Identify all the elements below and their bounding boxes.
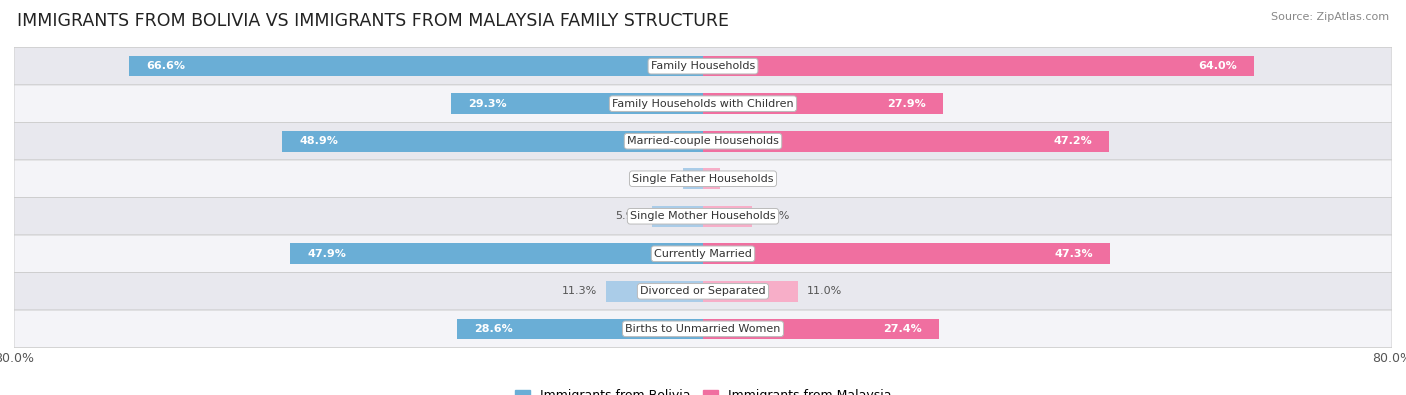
Bar: [281, 131, 703, 152]
Text: 11.3%: 11.3%: [562, 286, 598, 296]
Bar: [652, 206, 703, 227]
Bar: [703, 56, 1254, 77]
Text: Currently Married: Currently Married: [654, 249, 752, 259]
FancyBboxPatch shape: [14, 122, 1392, 160]
Text: Source: ZipAtlas.com: Source: ZipAtlas.com: [1271, 12, 1389, 22]
Text: 47.3%: 47.3%: [1054, 249, 1092, 259]
Text: 66.6%: 66.6%: [146, 61, 186, 71]
FancyBboxPatch shape: [14, 160, 1392, 198]
Text: Married-couple Households: Married-couple Households: [627, 136, 779, 146]
Text: Single Mother Households: Single Mother Households: [630, 211, 776, 221]
FancyBboxPatch shape: [14, 310, 1392, 348]
FancyBboxPatch shape: [14, 273, 1392, 310]
Text: 27.4%: 27.4%: [883, 324, 922, 334]
Text: Divorced or Separated: Divorced or Separated: [640, 286, 766, 296]
Bar: [703, 243, 1111, 264]
Text: 48.9%: 48.9%: [299, 136, 337, 146]
Text: 5.7%: 5.7%: [761, 211, 789, 221]
Text: 2.0%: 2.0%: [728, 174, 758, 184]
Bar: [451, 93, 703, 114]
Bar: [703, 206, 752, 227]
Bar: [703, 168, 720, 189]
Text: IMMIGRANTS FROM BOLIVIA VS IMMIGRANTS FROM MALAYSIA FAMILY STRUCTURE: IMMIGRANTS FROM BOLIVIA VS IMMIGRANTS FR…: [17, 12, 728, 30]
Text: 47.2%: 47.2%: [1053, 136, 1092, 146]
FancyBboxPatch shape: [14, 47, 1392, 85]
Text: 47.9%: 47.9%: [308, 249, 347, 259]
Text: Family Households with Children: Family Households with Children: [612, 99, 794, 109]
FancyBboxPatch shape: [14, 85, 1392, 122]
Text: Single Father Households: Single Father Households: [633, 174, 773, 184]
Text: 29.3%: 29.3%: [468, 99, 506, 109]
Legend: Immigrants from Bolivia, Immigrants from Malaysia: Immigrants from Bolivia, Immigrants from…: [510, 384, 896, 395]
Text: 28.6%: 28.6%: [474, 324, 513, 334]
Bar: [291, 243, 703, 264]
Text: Births to Unmarried Women: Births to Unmarried Women: [626, 324, 780, 334]
Bar: [703, 281, 797, 302]
FancyBboxPatch shape: [14, 235, 1392, 273]
Bar: [703, 318, 939, 339]
FancyBboxPatch shape: [14, 198, 1392, 235]
Bar: [129, 56, 703, 77]
Bar: [703, 131, 1109, 152]
Bar: [703, 93, 943, 114]
Text: 5.9%: 5.9%: [616, 211, 644, 221]
Text: 64.0%: 64.0%: [1198, 61, 1237, 71]
Bar: [606, 281, 703, 302]
Text: 2.3%: 2.3%: [647, 174, 675, 184]
Bar: [683, 168, 703, 189]
Text: 11.0%: 11.0%: [807, 286, 842, 296]
Text: Family Households: Family Households: [651, 61, 755, 71]
Text: 27.9%: 27.9%: [887, 99, 927, 109]
Bar: [457, 318, 703, 339]
